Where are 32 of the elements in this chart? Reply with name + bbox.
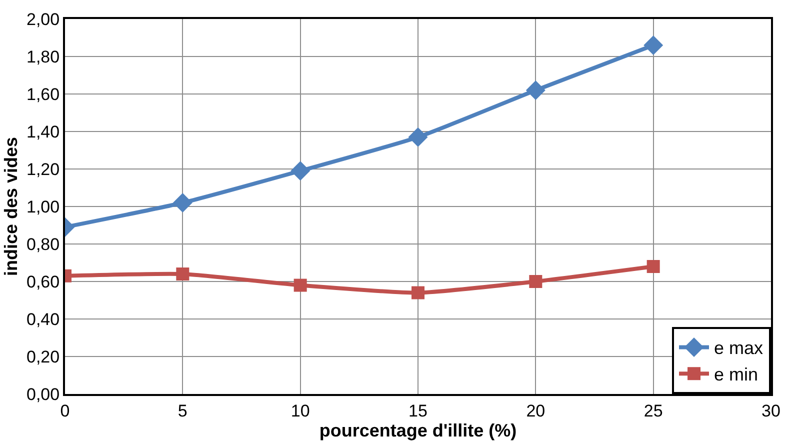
x-tick-label: 25 [644,401,663,420]
y-tick-label: 0,60 [26,272,60,292]
y-tick-label: 2,00 [26,10,60,29]
y-tick-label: 1,00 [26,197,60,216]
point [294,278,307,292]
x-tick-label: 15 [408,401,428,420]
point [408,127,428,147]
y-tick-label: 0,40 [26,310,60,329]
x-tick-label: 5 [178,401,188,420]
point [290,161,310,181]
legend-label: e max [714,338,764,358]
point [172,193,192,212]
point [644,36,664,55]
y-tick-label: 0,00 [26,384,60,404]
legend-label: e min [714,364,758,385]
x-tick-label: 0 [60,401,70,420]
x-axis-title: pourcentage d'illite (%) [319,420,517,440]
y-tick-label: 0,80 [26,234,60,254]
y-tick-label: 1,60 [26,84,60,104]
x-tick-label: 10 [290,401,310,420]
y-tick-label: 0,20 [26,347,60,366]
point [529,275,542,288]
x-tick-label: 30 [762,401,780,420]
y-tick-label: 1,40 [26,122,60,142]
point [412,286,424,300]
y-axis-title: indice des vides [1,136,22,276]
y-tick-label: 1,80 [26,47,60,66]
y-tick-label: 1,20 [26,160,60,179]
x-tick-label: 20 [526,401,546,420]
point [176,268,190,280]
point [526,80,546,100]
point [646,260,660,273]
